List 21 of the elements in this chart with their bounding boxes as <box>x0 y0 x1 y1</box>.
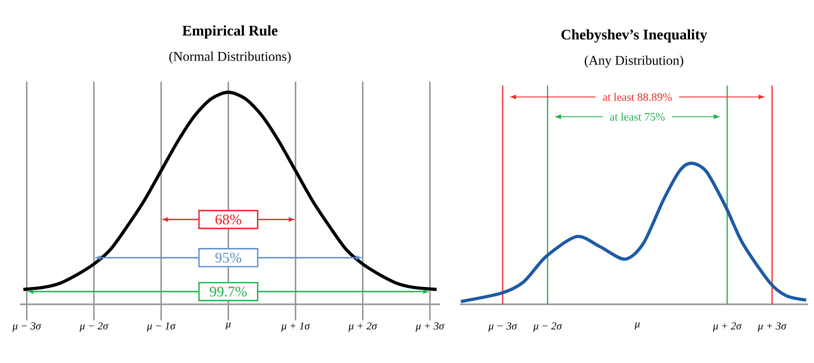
text: at least 88.89% <box>602 92 672 101</box>
x-tick-label: μ − 2σ <box>533 322 562 332</box>
x-tick-label: μ − 3σ <box>12 322 42 332</box>
annotation: 95% <box>215 252 242 263</box>
x-tick-label: μ + 1σ <box>281 322 310 332</box>
x-tick-label: μ − 1σ <box>146 322 176 332</box>
x-tick-label: μ − 2σ <box>80 322 109 332</box>
annotation: 99.7% <box>210 286 247 297</box>
chart-title: Empirical Rule <box>182 25 278 39</box>
x-tick-label: μ + 2σ <box>348 322 378 332</box>
chart-subtitle: (Any Distribution) <box>584 55 684 68</box>
x-tick-label: μ <box>634 322 640 330</box>
chart-subtitle: (Normal Distributions) <box>169 52 291 64</box>
text: at least 75% <box>610 112 665 121</box>
x-tick-label: μ + 3σ <box>416 322 445 332</box>
annotation: 68% <box>216 214 242 224</box>
x-tick-label: μ + 2σ <box>712 322 742 332</box>
chart-title: Chebyshev’s Inequality <box>561 29 708 43</box>
x-tick-label: μ − 3σ <box>488 322 518 332</box>
x-tick-label: μ <box>226 322 231 330</box>
x-tick-label: μ + 3σ <box>758 322 787 332</box>
